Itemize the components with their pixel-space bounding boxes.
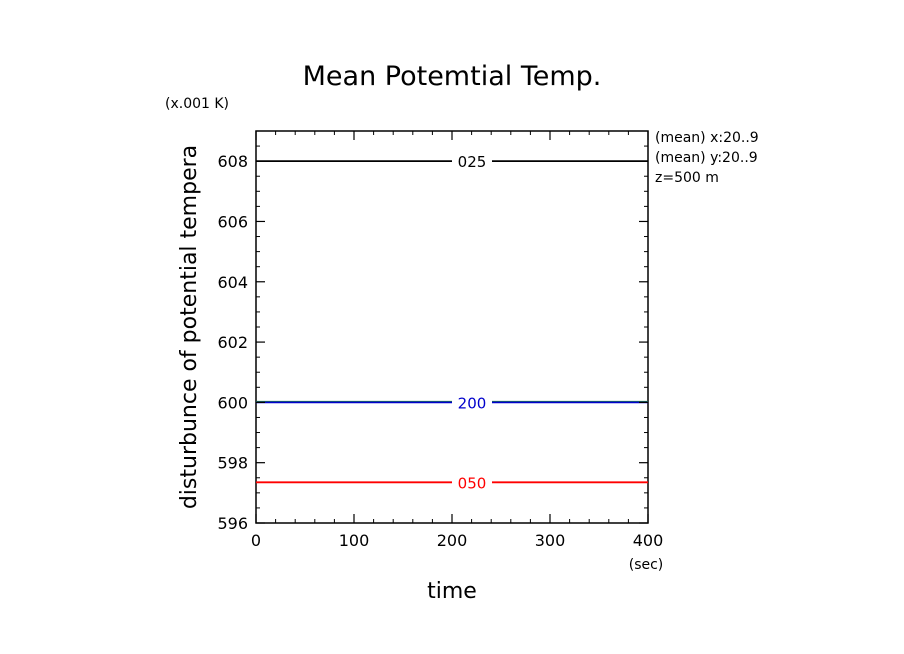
y-tick-label: 602 — [217, 333, 248, 352]
y-unit-label: (x.001 K) — [165, 96, 229, 112]
x-tick-label: 0 — [251, 531, 261, 550]
annotation-y-mean: (mean) y:20..9 — [655, 150, 758, 166]
ticks-layer: 0 100 200 300 400 596 598 600 602 604 606 608 — [217, 130, 664, 550]
y-tick-label: 596 — [217, 514, 248, 533]
chart-title: Mean Potemtial Temp. — [303, 61, 602, 92]
plot-frame — [255, 130, 649, 524]
annotation-x-mean: (mean) x:20..9 — [655, 130, 759, 146]
series-layer: 025 200 050 — [256, 152, 648, 492]
x-tick-label: 100 — [339, 531, 370, 550]
series-label-025: 025 — [458, 153, 487, 171]
series-label-bg — [452, 473, 492, 492]
x-tick-label: 400 — [633, 531, 664, 550]
y-tick-label: 604 — [217, 273, 248, 292]
y-tick-label: 600 — [217, 393, 248, 412]
y-tick-label: 608 — [217, 152, 248, 171]
x-tick-label: 300 — [535, 531, 566, 550]
series-label-200: 200 — [458, 394, 487, 412]
series-label-050: 050 — [458, 474, 487, 492]
y-tick-label: 606 — [217, 212, 248, 231]
y-axis-label: disturbunce of potential tempera — [177, 145, 202, 509]
y-tick-label: 598 — [217, 454, 248, 473]
x-tick-label: 200 — [437, 531, 468, 550]
x-unit-label: (sec) — [629, 557, 664, 573]
series-label-bg — [452, 152, 492, 171]
series-label-bg — [452, 393, 492, 412]
annotation-z: z=500 m — [655, 170, 719, 186]
x-axis-label: time — [427, 579, 477, 604]
